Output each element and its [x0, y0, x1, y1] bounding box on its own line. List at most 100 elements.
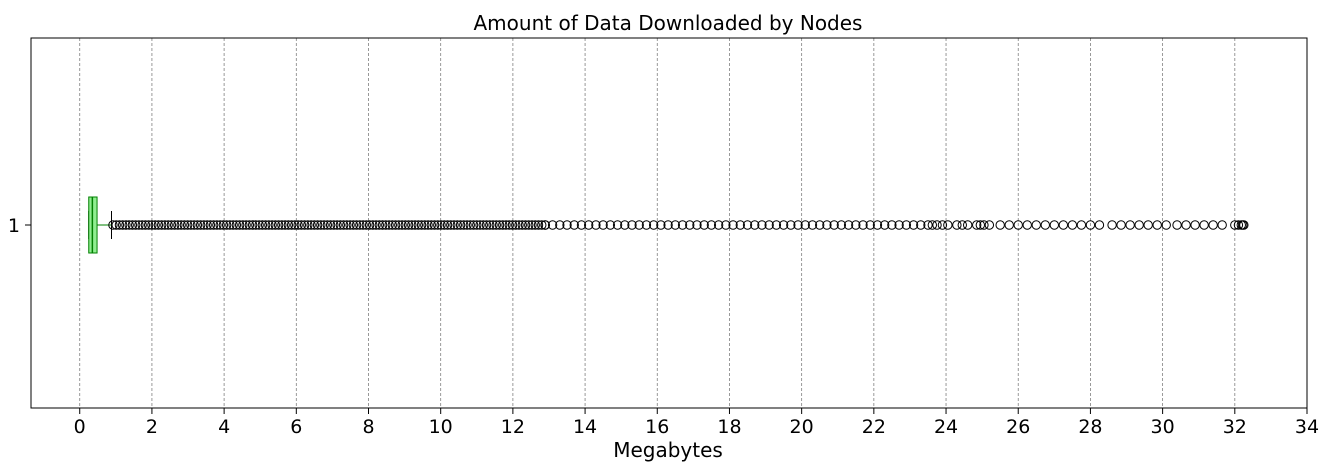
outlier-point — [127, 220, 138, 230]
outlier-point — [569, 220, 579, 230]
outlier-point — [583, 220, 594, 230]
outlier-point — [364, 220, 375, 230]
outlier-point — [517, 220, 527, 230]
outlier-point — [192, 220, 203, 230]
y-tick-label: 1 — [8, 215, 20, 237]
outlier-point — [1161, 220, 1171, 230]
outlier-point — [1013, 220, 1023, 230]
outlier-point — [449, 220, 459, 230]
outlier-point — [641, 220, 652, 230]
outlier-point — [979, 220, 989, 230]
outlier-point — [879, 220, 890, 230]
outlier-point — [452, 220, 462, 230]
outlier-point — [524, 220, 534, 230]
outlier-point — [293, 220, 303, 230]
outlier-point — [296, 220, 307, 230]
outlier-point — [140, 220, 151, 230]
x-tick-label: 14 — [573, 416, 597, 438]
outlier-point — [225, 220, 235, 230]
outlier-point — [371, 220, 381, 230]
outlier-point — [1031, 220, 1041, 230]
outlier-points — [108, 220, 1249, 230]
outlier-point — [1134, 220, 1144, 230]
outlier-point — [410, 220, 420, 230]
outlier-point — [1172, 220, 1182, 230]
outlier-point — [316, 220, 326, 230]
outlier-point — [591, 220, 601, 230]
outlier-point — [329, 220, 339, 230]
outlier-point — [1143, 220, 1153, 230]
outlier-point — [894, 220, 904, 230]
outlier-point — [663, 220, 673, 230]
outlier-point — [322, 220, 333, 230]
outlier-point — [742, 220, 753, 230]
outlier-point — [403, 220, 414, 230]
outlier-point — [511, 220, 521, 230]
x-tick-label: 8 — [362, 416, 374, 438]
x-axis-ticks: 0 2 4 6 8 10 12 14 16 18 20 22 24 26 28 30 32 34 — [74, 408, 1319, 438]
outlier-point — [387, 220, 398, 230]
outlier-point — [335, 220, 346, 230]
outlier-point — [442, 220, 453, 230]
x-tick-label: 22 — [862, 416, 886, 438]
x-tick-label: 0 — [74, 416, 86, 438]
outlier-point — [527, 220, 537, 230]
outlier-point — [721, 220, 731, 230]
outlier-point — [270, 220, 281, 230]
outlier-point — [514, 220, 524, 230]
outlier-point — [472, 220, 482, 230]
outlier-point — [975, 220, 986, 230]
outlier-point — [800, 220, 810, 230]
outlier-point — [468, 220, 479, 230]
x-axis-label: Megabytes — [613, 438, 723, 462]
outlier-point — [943, 220, 953, 230]
outlier-point — [397, 220, 407, 230]
outlier-point — [257, 220, 268, 230]
outlier-point — [995, 220, 1005, 230]
outlier-point — [555, 220, 565, 230]
outlier-point — [576, 220, 587, 230]
outlier-point — [1190, 220, 1200, 230]
outlier-point — [124, 220, 134, 230]
outlier-point — [407, 220, 417, 230]
outlier-point — [114, 220, 125, 230]
outlier-point — [251, 220, 261, 230]
x-tick-label: 28 — [1078, 416, 1102, 438]
outlier-point — [436, 220, 446, 230]
outlier-point — [283, 220, 294, 230]
outlier-point — [439, 220, 450, 230]
outlier-point — [728, 220, 738, 230]
x-tick-label: 18 — [717, 416, 741, 438]
outlier-point — [872, 220, 883, 230]
outlier-point — [530, 220, 540, 230]
outlier-point — [908, 220, 919, 230]
outlier-point — [299, 220, 310, 230]
outlier-point — [238, 220, 248, 230]
outlier-point — [843, 220, 854, 230]
outlier-point — [634, 220, 644, 230]
outlier-point — [1004, 220, 1014, 230]
x-tick-label: 30 — [1151, 416, 1175, 438]
x-tick-label: 6 — [290, 416, 302, 438]
outlier-point — [264, 220, 274, 230]
outlier-point — [793, 220, 803, 230]
outlier-point — [778, 220, 789, 230]
outlier-point — [254, 220, 264, 230]
outlier-point — [163, 220, 173, 230]
outlier-point — [1085, 220, 1096, 230]
outlier-point — [887, 220, 897, 230]
outlier-point — [764, 220, 774, 230]
outlier-point — [923, 220, 933, 230]
outlier-point — [1107, 220, 1117, 230]
outlier-point — [757, 220, 767, 230]
outlier-point — [498, 220, 508, 230]
outlier-point — [446, 220, 456, 230]
outlier-point — [111, 220, 121, 230]
outlier-point — [815, 220, 825, 230]
plot-frame — [30, 37, 1308, 409]
outlier-point — [656, 220, 666, 230]
outlier-point — [208, 220, 219, 230]
outlier-point — [750, 220, 760, 230]
outlier-point — [173, 220, 183, 230]
outlier-point — [338, 220, 349, 230]
